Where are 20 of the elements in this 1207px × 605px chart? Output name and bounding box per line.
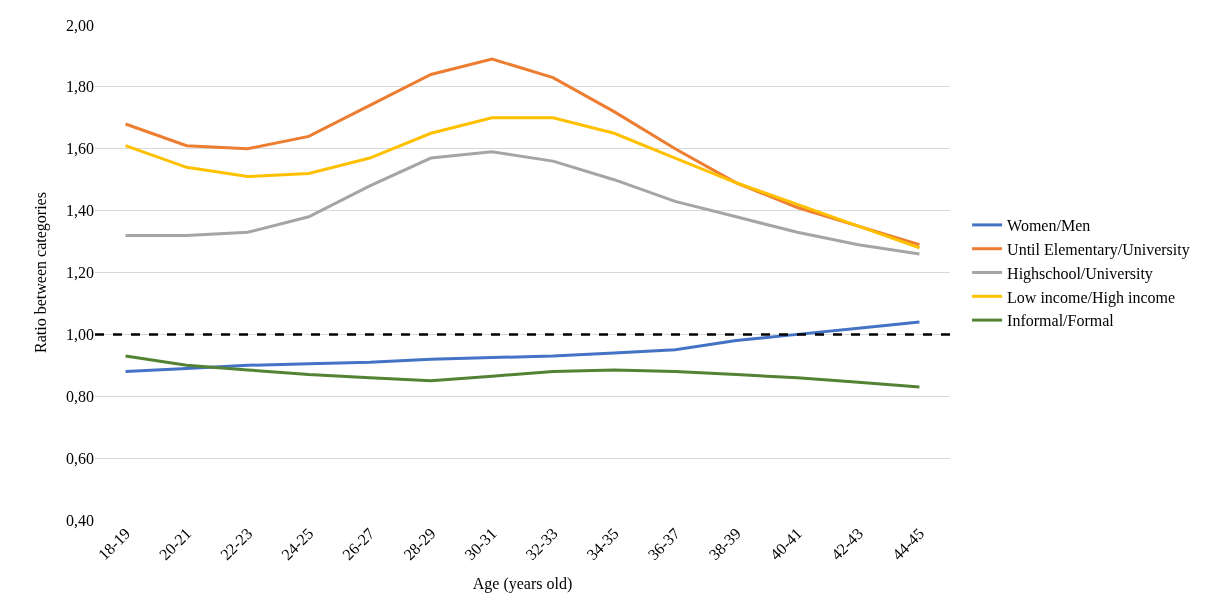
legend-label: Until Elementary/University [1007,240,1190,259]
legend-label: Women/Men [1007,217,1091,235]
y-tick-label: 1,20 [66,264,94,282]
y-tick-label: 1,00 [66,325,94,343]
y-tick-label: 1,40 [66,202,94,220]
y-tick-label: 1,80 [66,78,94,96]
x-axis-title: Age (years old) [472,574,573,593]
line-series [124,320,921,373]
y-tick-label: 0,60 [66,449,94,467]
y-tick-label: 0,80 [66,387,94,405]
line-series [124,150,921,256]
legend-label: Highschool/University [1007,264,1153,283]
legend-label: Low income/High income [1007,288,1176,307]
y-tick-label: 2,00 [66,16,94,34]
line-series [124,354,921,389]
legend-label: Informal/Formal [1007,312,1115,330]
y-tick-label: 1,60 [66,140,94,158]
line-series [124,116,921,250]
y-axis-title: Ratio between categories [31,192,50,353]
y-tick-label: 0,40 [66,511,94,529]
